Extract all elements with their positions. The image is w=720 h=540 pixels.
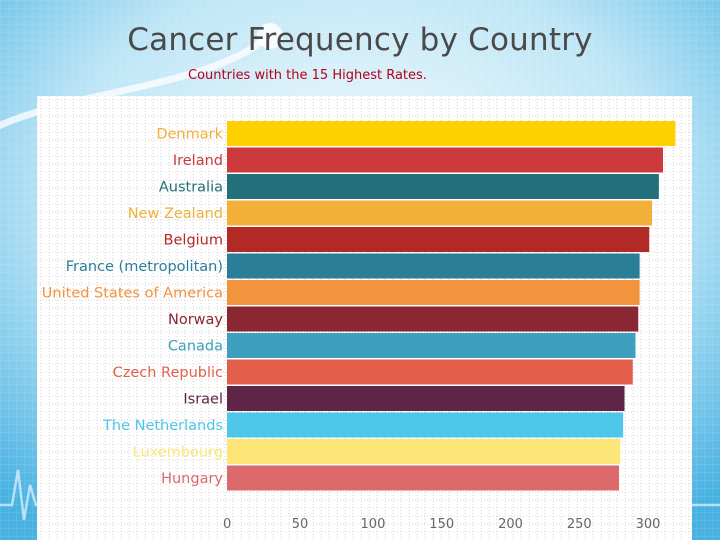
bar-norway: [227, 306, 639, 332]
bar-ireland: [227, 147, 663, 173]
bar-the-netherlands: [227, 412, 624, 438]
bar-israel: [227, 386, 625, 411]
bar-denmark: [227, 121, 676, 146]
x-tick-label: 150: [429, 517, 454, 532]
x-tick-label: 300: [636, 517, 661, 532]
chart-bars: [227, 121, 676, 491]
bar-united-states-of-america: [227, 280, 640, 305]
x-tick-label: 100: [361, 517, 386, 532]
page-title: Cancer Frequency by Country: [127, 22, 593, 58]
heartbeat-line-decoration: [0, 469, 720, 521]
category-label: Hungary: [161, 471, 223, 487]
category-label: Czech Republic: [113, 365, 223, 381]
x-tick-label: 250: [567, 517, 592, 532]
category-label: The Netherlands: [102, 418, 223, 434]
category-label: Australia: [159, 180, 223, 196]
x-tick-label: 50: [292, 517, 309, 532]
x-tick-label: 0: [223, 517, 231, 532]
category-label: Denmark: [156, 127, 223, 143]
bar-chart: Denmark Ireland Australia New Zealand Belgiu…: [37, 96, 692, 540]
category-label: Israel: [183, 392, 223, 408]
bar-france-metropolitan-: [227, 253, 640, 279]
x-axis-ticks: 0 50 100 150 200 250 300: [223, 517, 660, 532]
bar-luxembourg: [227, 439, 621, 464]
category-label: Canada: [168, 339, 223, 355]
bar-czech-republic: [227, 359, 633, 385]
bar-australia: [227, 174, 659, 199]
bar-belgium: [227, 227, 650, 252]
page-subtitle: Countries with the 15 Highest Rates.: [188, 68, 427, 83]
category-label: Norway: [168, 312, 223, 328]
bar-hungary: [227, 465, 619, 491]
category-label: United States of America: [42, 286, 223, 302]
bar-canada: [227, 333, 636, 358]
category-label: Ireland: [173, 153, 223, 169]
category-label: Belgium: [164, 233, 223, 249]
category-label: France (metropolitan): [66, 259, 223, 275]
category-label: New Zealand: [128, 206, 223, 222]
category-labels: Denmark Ireland Australia New Zealand Belgiu…: [42, 127, 224, 488]
x-tick-label: 200: [498, 517, 523, 532]
category-label: Luxembourg: [133, 445, 223, 461]
bar-new-zealand: [227, 200, 652, 226]
